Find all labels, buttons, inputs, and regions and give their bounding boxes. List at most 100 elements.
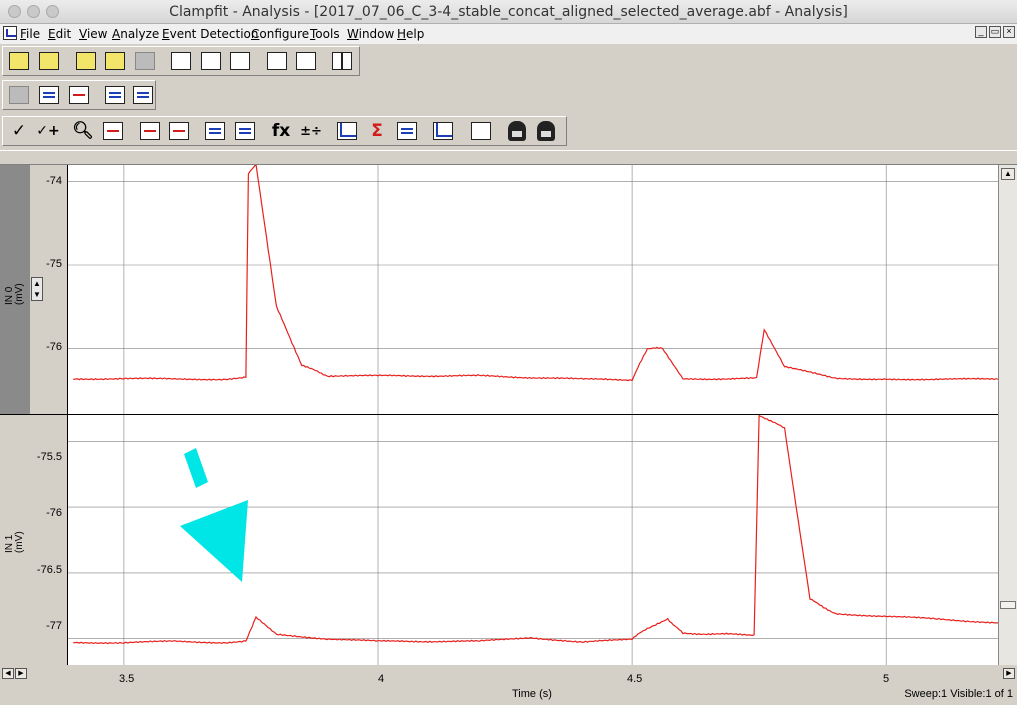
minimize-window-button[interactable] — [27, 5, 40, 18]
zoom-window-button[interactable] — [46, 5, 59, 18]
print-button[interactable] — [198, 48, 224, 74]
menu-configure[interactable]: Configure — [251, 27, 310, 41]
scroll-thumb[interactable] — [1000, 601, 1016, 609]
close-window-button[interactable] — [8, 5, 21, 18]
sweep-status: Sweep:1 Visible:1 of 1 — [904, 688, 1013, 700]
lock-icon — [508, 121, 526, 141]
menu-edit[interactable]: Edit — [48, 27, 72, 41]
trace-plot-bottom[interactable] — [68, 415, 998, 665]
print-preview-icon — [230, 52, 250, 70]
scroll-up-icon[interactable]: ▲ — [1001, 168, 1015, 180]
print-icon — [201, 52, 221, 70]
summary-button[interactable] — [394, 118, 420, 144]
event-template-button[interactable] — [166, 118, 192, 144]
baseline-icon — [140, 122, 160, 140]
results-button[interactable] — [130, 82, 156, 108]
save-button[interactable] — [168, 48, 194, 74]
menu-tools[interactable]: Tools — [310, 27, 340, 41]
replot-button[interactable] — [468, 118, 494, 144]
disabled-button[interactable] — [132, 48, 158, 74]
fit-button[interactable] — [100, 118, 126, 144]
split-window-icon — [332, 52, 352, 70]
spikes-icon — [205, 122, 225, 140]
spinner-up-icon[interactable]: ▲ — [33, 279, 41, 288]
open-file-icon — [9, 52, 29, 70]
export-button[interactable] — [102, 48, 128, 74]
sweep-view-icon — [69, 86, 89, 104]
scroll-right-icon[interactable]: ▶ — [15, 668, 27, 679]
open-file-button[interactable] — [6, 48, 32, 74]
check-plus-icon: ✓+ — [36, 123, 60, 139]
spikes-button[interactable] — [202, 118, 228, 144]
peak-button[interactable] — [232, 118, 258, 144]
check-icon: ✓ — [11, 121, 27, 141]
ytick-label: -75 — [46, 258, 62, 270]
scale-spinner[interactable]: ▲ ▼ — [31, 277, 43, 301]
save-icon — [171, 52, 191, 70]
x-axis-bar: ◀ ▶ ▶ 3.5 4 4.5 5 Time (s) Sweep:1 Visib… — [0, 665, 1017, 705]
xtick-label: 5 — [883, 673, 890, 685]
toolbar-group-file — [2, 46, 360, 76]
menu-view[interactable]: View — [79, 27, 108, 41]
ytick-label: -77 — [46, 620, 62, 632]
selected-channel-marker — [0, 165, 30, 415]
mdi-minimize-button[interactable]: _ — [975, 26, 987, 38]
arithmetic-button[interactable]: ±÷ — [298, 118, 324, 144]
print-preview-button[interactable] — [227, 48, 253, 74]
export-icon — [105, 52, 125, 70]
sweep-list-icon — [9, 86, 29, 104]
ytick-label: -74 — [46, 175, 62, 187]
sweep-list-button[interactable] — [6, 82, 32, 108]
scroll-left-icon[interactable]: ◀ — [2, 668, 14, 679]
toolbar-group-data — [2, 80, 156, 110]
inspect-button[interactable] — [293, 48, 319, 74]
mdi-restore-button[interactable]: ▭ — [989, 26, 1001, 38]
fx-icon: fx — [271, 121, 291, 141]
accept-add-button[interactable]: ✓+ — [35, 118, 61, 144]
toolbar-group-analysis — [2, 116, 567, 146]
mdi-close-button[interactable]: × — [1003, 26, 1015, 38]
cursor-button[interactable] — [102, 82, 128, 108]
app-icon[interactable] — [3, 26, 17, 40]
event-template-icon — [169, 122, 189, 140]
accept-button[interactable]: ✓ — [6, 118, 32, 144]
zoom-button[interactable]: 🔍︎ — [70, 118, 96, 144]
window-title: Clampfit - Analysis - [2017_07_06_C_3-4_… — [169, 4, 848, 20]
channel-panel-bottom: IN 1 (mV) -75.5 -76 -76.5 -77 — [0, 415, 68, 665]
trace-line — [73, 165, 998, 382]
split-window-button[interactable] — [329, 48, 355, 74]
window-divider — [0, 150, 1017, 165]
toolbar-analysis: ✓ ✓+ 🔍︎ fx ±÷ Σ — [0, 114, 1017, 150]
graph-button[interactable] — [430, 118, 456, 144]
analysis-window: IN 0 (mV) ▲ ▼ -74 -75 -76 IN 1 (mV) -75.… — [0, 165, 1017, 705]
menu-help[interactable]: Help — [397, 27, 425, 41]
import-button[interactable] — [73, 48, 99, 74]
xtick-label: 4.5 — [627, 673, 643, 685]
yaxis-bottom: -75.5 -76 -76.5 -77 — [30, 415, 68, 665]
open-data-button[interactable] — [36, 48, 62, 74]
baseline-button[interactable] — [137, 118, 163, 144]
statistics-button[interactable] — [334, 118, 360, 144]
menu-analyze[interactable]: Analyze — [112, 27, 160, 41]
vertical-scrollbar[interactable]: ▲ — [998, 165, 1017, 665]
trace-plot-top[interactable] — [68, 165, 998, 415]
spinner-down-icon[interactable]: ▼ — [33, 290, 41, 299]
plot-divider — [0, 414, 998, 415]
disabled-icon — [135, 52, 155, 70]
lock-1-2-button[interactable] — [504, 118, 530, 144]
menu-file[interactable]: File — [20, 27, 41, 41]
menu-window[interactable]: Window — [347, 27, 395, 41]
scroll-right-end-icon[interactable]: ▶ — [1003, 668, 1015, 679]
sigma-icon: Σ — [371, 121, 383, 141]
sweep-view-button[interactable] — [66, 82, 92, 108]
sum-button[interactable]: Σ — [364, 118, 390, 144]
notes-button[interactable] — [264, 48, 290, 74]
ytick-label: -75.5 — [36, 451, 62, 463]
function-button[interactable]: fx — [268, 118, 294, 144]
menu-event-detection[interactable]: Event Detection — [162, 27, 259, 41]
peak-icon — [235, 122, 255, 140]
sweep-select-button[interactable] — [36, 82, 62, 108]
graph-icon — [433, 122, 453, 140]
window-titlebar: Clampfit - Analysis - [2017_07_06_C_3-4_… — [0, 0, 1017, 24]
lock-3-4-button[interactable] — [533, 118, 559, 144]
